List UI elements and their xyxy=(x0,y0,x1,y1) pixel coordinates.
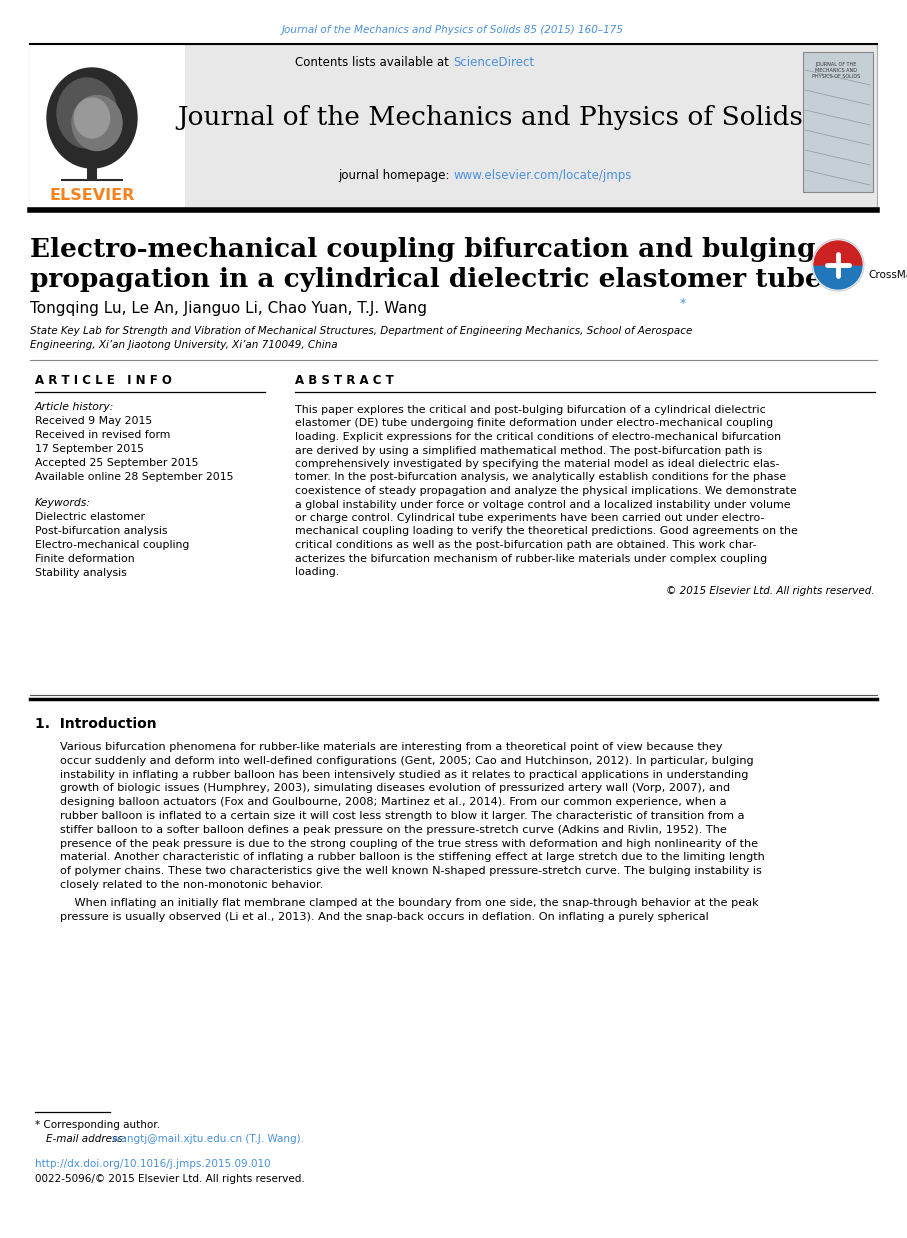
Text: Dielectric elastomer: Dielectric elastomer xyxy=(35,513,145,522)
Text: A R T I C L E   I N F O: A R T I C L E I N F O xyxy=(35,375,171,387)
Text: tomer. In the post-bifurcation analysis, we analytically establish conditions fo: tomer. In the post-bifurcation analysis,… xyxy=(295,473,786,483)
Text: occur suddenly and deform into well-defined configurations (Gent, 2005; Cao and : occur suddenly and deform into well-defi… xyxy=(60,756,754,766)
Text: Available online 28 September 2015: Available online 28 September 2015 xyxy=(35,472,233,482)
Text: Electro-mechanical coupling bifurcation and bulging: Electro-mechanical coupling bifurcation … xyxy=(30,238,815,262)
Text: propagation in a cylindrical dielectric elastomer tube: propagation in a cylindrical dielectric … xyxy=(30,267,822,292)
Bar xyxy=(803,52,873,192)
Bar xyxy=(30,45,185,210)
Text: 1.  Introduction: 1. Introduction xyxy=(35,717,157,730)
Text: Contents lists available at: Contents lists available at xyxy=(296,56,453,68)
Text: ScienceDirect: ScienceDirect xyxy=(453,56,534,68)
Bar xyxy=(30,45,877,210)
Text: wangtj@mail.xjtu.edu.cn (T.J. Wang).: wangtj@mail.xjtu.edu.cn (T.J. Wang). xyxy=(112,1134,304,1144)
Text: or charge control. Cylindrical tube experiments have been carried out under elec: or charge control. Cylindrical tube expe… xyxy=(295,513,765,522)
Text: designing balloon actuators (Fox and Goulbourne, 2008; Martinez et al., 2014). F: designing balloon actuators (Fox and Gou… xyxy=(60,797,727,807)
Text: 17 September 2015: 17 September 2015 xyxy=(35,444,144,454)
Ellipse shape xyxy=(47,68,137,168)
Text: Journal of the Mechanics and Physics of Solids: Journal of the Mechanics and Physics of … xyxy=(177,105,803,130)
Text: http://dx.doi.org/10.1016/j.jmps.2015.09.010: http://dx.doi.org/10.1016/j.jmps.2015.09… xyxy=(35,1159,270,1169)
Text: Engineering, Xi’an Jiaotong University, Xi’an 710049, China: Engineering, Xi’an Jiaotong University, … xyxy=(30,340,337,350)
Text: of polymer chains. These two characteristics give the well known N-shaped pressu: of polymer chains. These two characteris… xyxy=(60,867,762,877)
Text: Finite deformation: Finite deformation xyxy=(35,553,134,565)
Wedge shape xyxy=(814,241,862,265)
Text: pressure is usually observed (Li et al., 2013). And the snap-back occurs in defl: pressure is usually observed (Li et al.,… xyxy=(60,911,708,921)
Text: loading. Explicit expressions for the critical conditions of electro-mechanical : loading. Explicit expressions for the cr… xyxy=(295,432,781,442)
Text: material. Another characteristic of inflating a rubber balloon is the stiffening: material. Another characteristic of infl… xyxy=(60,853,765,863)
Text: Keywords:: Keywords: xyxy=(35,498,91,508)
Text: stiffer balloon to a softer balloon defines a peak pressure on the pressure-stre: stiffer balloon to a softer balloon defi… xyxy=(60,825,727,834)
Text: © 2015 Elsevier Ltd. All rights reserved.: © 2015 Elsevier Ltd. All rights reserved… xyxy=(667,586,875,595)
Text: journal homepage:: journal homepage: xyxy=(337,168,453,182)
Text: *: * xyxy=(680,297,687,311)
Text: instability in inflating a rubber balloon has been intensively studied as it rel: instability in inflating a rubber balloo… xyxy=(60,770,748,780)
Text: Received in revised form: Received in revised form xyxy=(35,430,171,439)
Text: Article history:: Article history: xyxy=(35,402,114,412)
Text: State Key Lab for Strength and Vibration of Mechanical Structures, Department of: State Key Lab for Strength and Vibration… xyxy=(30,326,692,335)
Text: Tongqing Lu, Le An, Jianguo Li, Chao Yuan, T.J. Wang: Tongqing Lu, Le An, Jianguo Li, Chao Yua… xyxy=(30,301,427,316)
Text: elastomer (DE) tube undergoing finite deformation under electro-mechanical coupl: elastomer (DE) tube undergoing finite de… xyxy=(295,418,773,428)
Text: critical conditions as well as the post-bifurcation path are obtained. This work: critical conditions as well as the post-… xyxy=(295,540,756,550)
Text: Journal of the Mechanics and Physics of Solids 85 (2015) 160–175: Journal of the Mechanics and Physics of … xyxy=(282,25,624,35)
Text: Electro-mechanical coupling: Electro-mechanical coupling xyxy=(35,540,190,550)
Text: * Corresponding author.: * Corresponding author. xyxy=(35,1120,160,1130)
Text: Stability analysis: Stability analysis xyxy=(35,568,127,578)
Text: ELSEVIER: ELSEVIER xyxy=(49,188,134,203)
Text: comprehensively investigated by specifying the material model as ideal dielectri: comprehensively investigated by specifyi… xyxy=(295,459,779,469)
Text: acterizes the bifurcation mechanism of rubber-like materials under complex coupl: acterizes the bifurcation mechanism of r… xyxy=(295,553,767,563)
Text: A B S T R A C T: A B S T R A C T xyxy=(295,375,394,387)
Text: closely related to the non-monotonic behavior.: closely related to the non-monotonic beh… xyxy=(60,880,323,890)
Text: JOURNAL OF THE
MECHANICS AND
PHYSICS OF SOLIDS: JOURNAL OF THE MECHANICS AND PHYSICS OF … xyxy=(812,62,860,78)
Text: a global instability under force or voltage control and a localized instability : a global instability under force or volt… xyxy=(295,499,791,510)
Text: loading.: loading. xyxy=(295,567,339,577)
Text: This paper explores the critical and post-bulging bifurcation of a cylindrical d: This paper explores the critical and pos… xyxy=(295,405,766,415)
Text: Received 9 May 2015: Received 9 May 2015 xyxy=(35,416,152,426)
Ellipse shape xyxy=(72,95,122,151)
Text: presence of the peak pressure is due to the strong coupling of the true stress w: presence of the peak pressure is due to … xyxy=(60,838,758,848)
Wedge shape xyxy=(814,265,862,288)
Circle shape xyxy=(812,239,864,291)
Text: When inflating an initially flat membrane clamped at the boundary from one side,: When inflating an initially flat membran… xyxy=(60,898,758,907)
Text: CrossMark: CrossMark xyxy=(868,270,907,280)
Text: www.elsevier.com/locate/jmps: www.elsevier.com/locate/jmps xyxy=(453,168,631,182)
Text: growth of biologic issues (Humphrey, 2003), simulating diseases evolution of pre: growth of biologic issues (Humphrey, 200… xyxy=(60,784,730,794)
Text: Various bifurcation phenomena for rubber-like materials are interesting from a t: Various bifurcation phenomena for rubber… xyxy=(60,742,723,751)
Text: Accepted 25 September 2015: Accepted 25 September 2015 xyxy=(35,458,199,468)
Text: Post-bifurcation analysis: Post-bifurcation analysis xyxy=(35,526,168,536)
Text: E-mail address:: E-mail address: xyxy=(46,1134,130,1144)
Ellipse shape xyxy=(57,78,117,149)
Ellipse shape xyxy=(74,98,110,137)
Text: are derived by using a simplified mathematical method. The post-bifurcation path: are derived by using a simplified mathem… xyxy=(295,446,762,456)
Bar xyxy=(87,158,97,180)
Text: mechanical coupling loading to verify the theoretical predictions. Good agreemen: mechanical coupling loading to verify th… xyxy=(295,526,798,536)
Text: coexistence of steady propagation and analyze the physical implications. We demo: coexistence of steady propagation and an… xyxy=(295,487,796,496)
Text: 0022-5096/© 2015 Elsevier Ltd. All rights reserved.: 0022-5096/© 2015 Elsevier Ltd. All right… xyxy=(35,1174,305,1184)
Text: rubber balloon is inflated to a certain size it will cost less strength to blow : rubber balloon is inflated to a certain … xyxy=(60,811,745,821)
